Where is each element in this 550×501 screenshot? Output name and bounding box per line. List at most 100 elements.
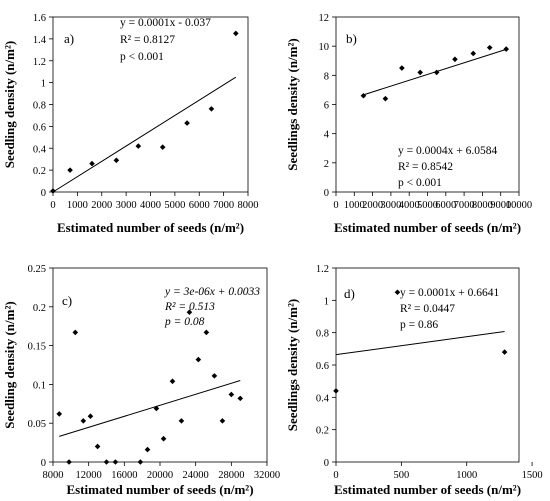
x-tick-label: 0	[333, 200, 338, 211]
x-tick-label: 4000	[140, 200, 161, 211]
data-point	[160, 435, 167, 442]
panel-a: 0 1000 2000 3000 4000 5000 6000 7000 8000 0 0.2 0.4…	[2, 13, 259, 235]
y-tick-label: 8	[324, 71, 329, 82]
x-tick-label: 6000	[189, 200, 210, 211]
y-tick-label: 0	[41, 188, 46, 199]
y-tick-label: 0	[324, 458, 329, 469]
data-point	[208, 106, 215, 112]
x-tick-label: 7000	[213, 200, 234, 211]
data-point	[360, 92, 367, 99]
x-tick-label: 1500	[522, 470, 543, 481]
y-tick-label: 6	[324, 101, 329, 112]
trendline	[335, 331, 505, 356]
x-tick-label: 2000	[362, 200, 383, 211]
data-point	[87, 413, 94, 420]
data-point	[72, 329, 79, 336]
x-axis-label: Estimated number of seeds (n/m²)	[57, 220, 244, 235]
x-tick-label: 1000	[344, 200, 365, 211]
data-point	[184, 120, 190, 126]
y-tick-label: 0.6	[33, 122, 46, 133]
x-tick-label: 8000	[43, 470, 64, 481]
x-tick-label: 6000	[435, 200, 456, 211]
x-axis-label: Estimated number of seeds (n/m²)	[334, 482, 521, 497]
panel-c: 8000 12000 16000 20000 24000 28000 32000 0 0.05 0…	[2, 264, 280, 497]
x-tick-label: 24000	[183, 470, 209, 481]
data-point	[144, 446, 151, 453]
x-tick-label: 8000	[238, 200, 259, 211]
regression-annotation: R² = 0.8542	[398, 161, 453, 173]
regression-annotation: R² = 0.8127	[120, 34, 175, 46]
data-point	[103, 459, 110, 465]
data-point	[186, 309, 193, 316]
data-point	[80, 418, 87, 424]
y-tick-label: 1.2	[33, 57, 46, 68]
y-tick-label: 0.6	[316, 361, 329, 372]
y-tick-label: 0.4	[316, 393, 330, 404]
x-tick-label: 28000	[218, 470, 244, 481]
y-tick-label: 0.25	[28, 264, 46, 275]
data-point	[382, 95, 389, 102]
data-point	[452, 56, 458, 63]
data-point	[237, 395, 244, 402]
x-tick-label: 1000	[67, 200, 88, 211]
panel-label: a)	[64, 31, 74, 46]
regression-annotation: p < 0.001	[120, 51, 164, 63]
y-tick-label: 4	[324, 130, 330, 141]
y-axis-label: Seedling density (n/m²)	[2, 301, 17, 428]
regression-annotation: y = 0.0001x + 0.6641	[400, 287, 499, 299]
x-tick-label: 500	[393, 470, 409, 481]
data-point	[89, 160, 95, 167]
y-tick-label: 0	[324, 188, 329, 199]
panel-b: 0 100020003000400050006000700080009000100…	[285, 13, 532, 235]
x-tick-label: 0	[50, 200, 55, 211]
data-point	[394, 289, 401, 296]
y-tick-label: 0.15	[28, 342, 46, 353]
y-tick-label: 10	[319, 42, 330, 53]
x-tick-label: 12000	[76, 470, 102, 481]
panel-label: b)	[346, 31, 357, 46]
x-tick-label: 9000	[490, 200, 511, 211]
data-point	[66, 459, 72, 465]
regression-annotation: p = 0.08	[164, 316, 205, 328]
x-tick-label: 7000	[454, 200, 475, 211]
x-tick-label: 0	[333, 470, 338, 481]
data-point	[219, 418, 226, 424]
y-axis-label: Seedling density (n/m²)	[2, 41, 17, 168]
y-axis-label: Seedlings density (n/m²)	[285, 38, 300, 170]
x-tick-label: 5000	[164, 200, 185, 211]
data-point	[112, 459, 119, 465]
y-tick-label: 12	[319, 13, 330, 24]
y-tick-label: 0.2	[33, 303, 46, 314]
data-point	[50, 188, 56, 194]
data-point	[233, 30, 239, 37]
y-axis-label: Seedlings density (n/m²)	[285, 299, 300, 431]
regression-annotation: y = 0.0001x - 0.037	[120, 17, 211, 29]
data-point	[211, 373, 218, 379]
y-tick-label: 0.05	[28, 419, 46, 430]
regression-annotation: R² = 0.513	[164, 301, 215, 313]
data-point	[113, 157, 120, 164]
x-tick-label: 5000	[417, 200, 438, 211]
data-point	[470, 50, 477, 57]
y-tick-label: 2	[324, 159, 329, 170]
y-tick-label: 1.6	[33, 13, 46, 24]
x-tick-label: 2000	[91, 200, 112, 211]
data-point	[501, 349, 508, 355]
y-tick-label: 0.2	[33, 166, 46, 177]
x-tick-label: 1000	[456, 470, 477, 481]
data-point	[135, 143, 142, 149]
data-point	[399, 65, 405, 71]
x-axis-label: Estimated number of seeds (n/m²)	[66, 482, 253, 497]
data-point	[203, 329, 210, 336]
data-point	[153, 405, 160, 412]
data-point	[195, 356, 202, 363]
y-tick-label: 1	[324, 296, 329, 307]
y-tick-label: 0.4	[33, 144, 47, 155]
y-tick-label: 0	[41, 458, 46, 469]
trendline	[59, 380, 241, 437]
data-point	[137, 459, 144, 465]
x-axis-label: Estimated number of seeds (n/m²)	[334, 220, 521, 235]
x-tick-label: 10000	[506, 200, 532, 211]
y-tick-label: 0.8	[33, 101, 46, 112]
